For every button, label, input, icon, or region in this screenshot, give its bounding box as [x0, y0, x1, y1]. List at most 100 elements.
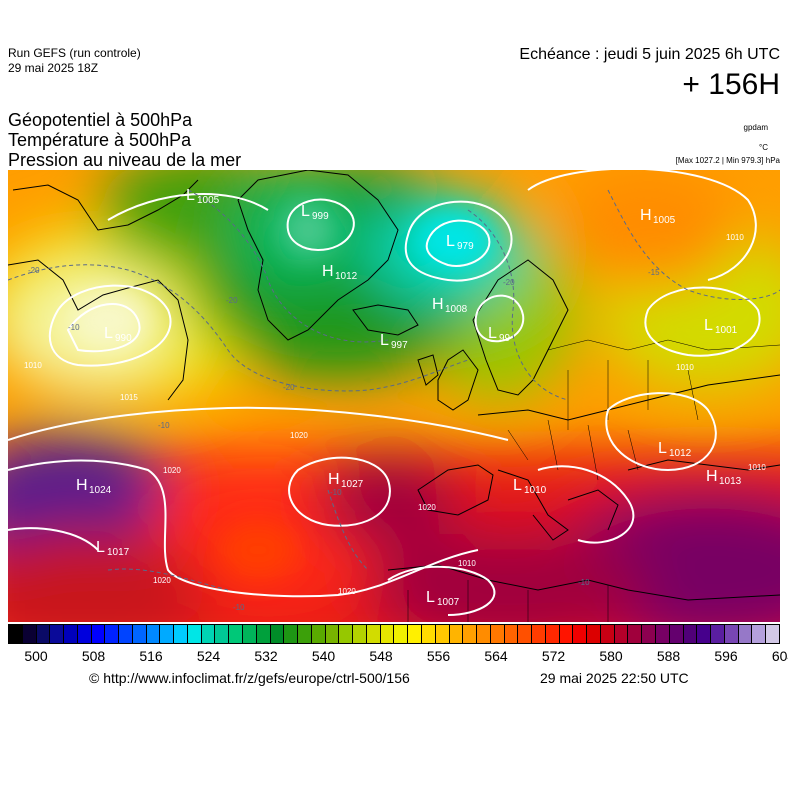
- color-swatch: [160, 625, 175, 643]
- color-swatch: [711, 625, 725, 643]
- color-swatch: [325, 625, 340, 643]
- color-swatch: [532, 625, 546, 643]
- color-tick-label: 556: [426, 648, 451, 664]
- svg-text:1012: 1012: [335, 271, 358, 282]
- pressure-center: L 1007: [426, 589, 460, 608]
- svg-text:H: H: [432, 296, 444, 313]
- isobar-label: 1010: [726, 233, 744, 242]
- svg-text:L: L: [426, 589, 435, 606]
- svg-text:H: H: [328, 471, 340, 488]
- svg-text:L: L: [446, 233, 455, 250]
- isobar-label: 1020: [338, 587, 356, 596]
- temp-label: -10: [68, 323, 80, 332]
- svg-text:1013: 1013: [719, 476, 742, 487]
- svg-text:99: 99: [499, 333, 511, 344]
- isobars: [8, 170, 761, 616]
- color-swatch: [463, 625, 478, 643]
- color-swatch: [22, 625, 37, 643]
- svg-text:1008: 1008: [445, 304, 468, 315]
- color-swatch: [311, 625, 326, 643]
- color-tick-label: 588: [656, 648, 681, 664]
- svg-text:H: H: [76, 477, 88, 494]
- color-swatch: [119, 625, 133, 643]
- isobar-label: 1010: [458, 559, 476, 568]
- color-swatch: [697, 625, 712, 643]
- color-tick-label: 524: [196, 648, 221, 664]
- color-swatch: [394, 625, 409, 643]
- svg-text:L: L: [301, 203, 310, 220]
- svg-text:1010: 1010: [524, 485, 547, 496]
- temp-label: -15: [648, 268, 660, 277]
- color-tick-label: 500: [24, 648, 48, 664]
- temp-label: -20: [503, 278, 515, 287]
- pressure-center: L 1010: [513, 477, 547, 496]
- svg-text:1005: 1005: [197, 195, 220, 206]
- svg-text:1005: 1005: [653, 215, 676, 226]
- pressure-center: L 99: [488, 325, 511, 344]
- borders: [407, 339, 780, 622]
- pressure-centers: L 990 L 999 L 979 H 1012 H 1008 L 997 L 99 H 102…: [76, 187, 742, 608]
- color-swatch: [752, 625, 767, 643]
- color-swatch: [243, 625, 257, 643]
- color-swatch: [50, 625, 65, 643]
- color-swatch: [477, 625, 491, 643]
- svg-text:H: H: [640, 207, 652, 224]
- color-swatch: [256, 625, 271, 643]
- svg-text:H: H: [706, 468, 718, 485]
- color-swatch: [655, 625, 670, 643]
- color-swatch: [132, 625, 147, 643]
- unit-geopotential: gpdam: [743, 123, 768, 132]
- color-tick-label: 564: [484, 648, 508, 664]
- isobar-label: 1010: [748, 463, 766, 472]
- pressure-center: L 999: [301, 203, 329, 222]
- color-swatch: [683, 625, 698, 643]
- pressure-center: L 1017: [96, 539, 130, 558]
- color-swatch: [490, 625, 505, 643]
- svg-text:L: L: [658, 440, 667, 457]
- color-tick-label: 548: [369, 648, 393, 664]
- color-swatch: [215, 625, 230, 643]
- color-swatch: [559, 625, 574, 643]
- color-swatch: [339, 625, 354, 643]
- isobar-label: 1020: [163, 466, 181, 475]
- svg-text:1024: 1024: [89, 485, 112, 496]
- svg-text:1007: 1007: [437, 597, 460, 608]
- color-swatch: [229, 625, 244, 643]
- title-geopotential: Géopotentiel à 500hPa: [8, 110, 193, 130]
- color-swatch: [504, 625, 519, 643]
- color-swatch: [91, 625, 106, 643]
- svg-text:979: 979: [457, 241, 474, 252]
- color-swatch: [435, 625, 450, 643]
- temp-label: -10: [158, 421, 170, 430]
- color-swatch: [545, 625, 560, 643]
- generation-time: 29 mai 2025 22:50 UTC: [540, 670, 689, 686]
- color-tick-label: 508: [81, 648, 106, 664]
- svg-text:L: L: [96, 539, 105, 556]
- color-swatch: [614, 625, 629, 643]
- pressure-center: L 1001: [704, 317, 738, 336]
- isobar-label: 1020: [153, 576, 171, 585]
- temp-label: -20: [283, 383, 295, 392]
- temp-label: -10: [233, 603, 245, 612]
- color-tick-label: 572: [541, 648, 566, 664]
- color-swatch: [77, 625, 92, 643]
- svg-text:1027: 1027: [341, 479, 364, 490]
- temp-label: -10: [330, 488, 342, 497]
- pressure-center: L 979: [446, 233, 474, 252]
- temp-label: -20: [28, 266, 40, 275]
- pressure-center: L 997: [380, 332, 408, 351]
- svg-text:L: L: [380, 332, 389, 349]
- title-pressure: Pression au niveau de la mer: [8, 150, 242, 170]
- color-swatch: [600, 625, 615, 643]
- svg-text:1017: 1017: [107, 547, 130, 558]
- color-swatch: [146, 625, 161, 643]
- pressure-center: H 1005: [640, 207, 676, 226]
- forecast-valid-time: Echéance : jeudi 5 juin 2025 6h UTC: [519, 46, 780, 63]
- color-swatch: [284, 625, 299, 643]
- color-swatch: [766, 625, 779, 643]
- pressure-center: H 1024: [76, 477, 112, 496]
- color-scale: [8, 624, 780, 644]
- color-swatch: [353, 625, 367, 643]
- color-swatch: [9, 625, 23, 643]
- svg-text:L: L: [186, 187, 195, 204]
